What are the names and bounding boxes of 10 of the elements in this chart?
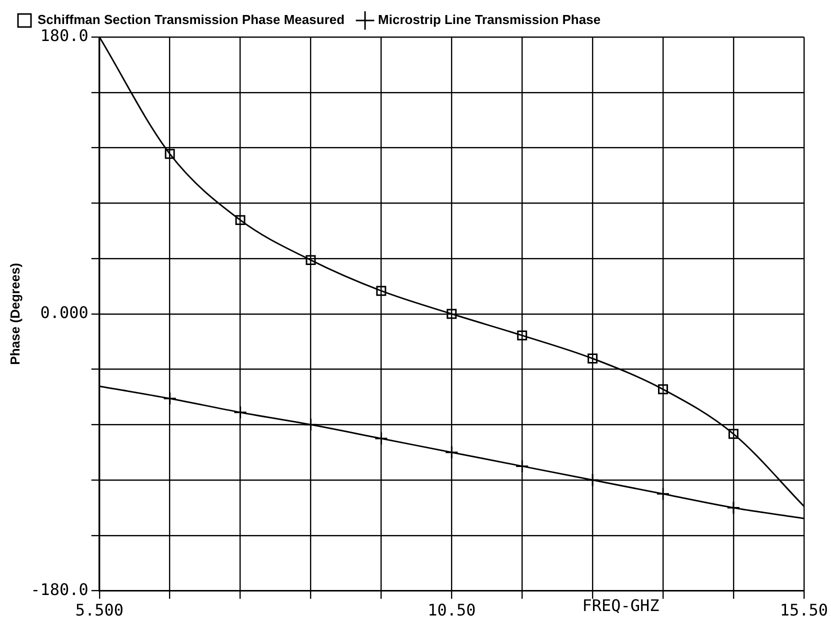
y-tick-label: 0.000 <box>40 303 88 322</box>
x-tick-label: 15.50 <box>780 600 828 620</box>
y-tick-label: -180.0 <box>30 580 88 599</box>
y-tick-label: 180.0 <box>40 26 88 46</box>
x-tick-label: 5.500 <box>75 600 124 620</box>
x-tick-label: 10.50 <box>428 600 476 620</box>
legend-label: Microstrip Line Transmission Phase <box>378 12 601 28</box>
x-axis-title: FREQ-GHZ <box>582 596 660 615</box>
y-axis-title: Phase (Degrees) <box>7 262 22 365</box>
legend-label: Schiffman Section Transmission Phase Measured <box>38 12 345 28</box>
